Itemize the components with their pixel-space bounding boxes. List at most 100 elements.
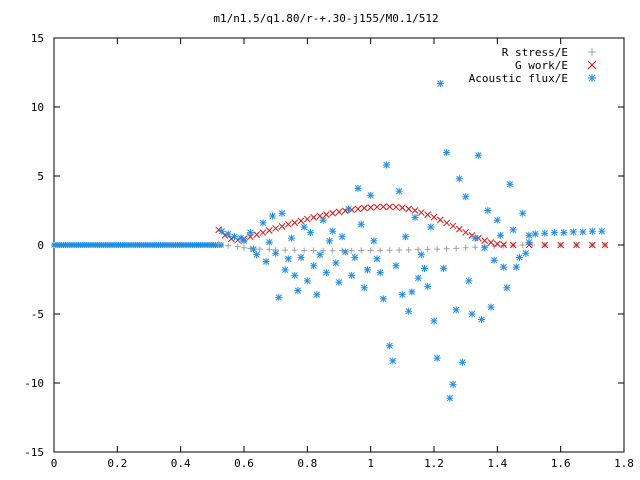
data-point <box>443 149 451 157</box>
data-point <box>579 228 587 236</box>
data-point <box>481 237 489 244</box>
data-point <box>396 247 403 254</box>
legend-label: R stress/E <box>502 46 568 59</box>
data-point <box>354 184 362 192</box>
data-point <box>326 237 333 245</box>
data-point <box>370 237 378 245</box>
data-point <box>322 211 330 218</box>
data-point <box>493 240 501 248</box>
data-point <box>313 291 321 299</box>
data-point <box>500 241 508 249</box>
data-point <box>310 247 317 254</box>
data-point <box>322 269 330 277</box>
data-point <box>386 247 393 254</box>
data-point <box>601 241 609 249</box>
data-point <box>509 226 517 234</box>
legend-label: G work/E <box>515 59 568 72</box>
data-point <box>379 203 387 211</box>
x-tick-label: 1 <box>367 457 374 470</box>
data-point <box>215 240 222 247</box>
data-point <box>386 342 394 350</box>
data-point <box>573 241 580 249</box>
data-point <box>367 204 375 211</box>
data-point <box>358 247 365 254</box>
chart-title: m1/n1.5/q1.80/r-+.30-j155/M0.1/512 <box>213 12 438 25</box>
data-point <box>281 266 289 274</box>
data-point <box>452 306 460 314</box>
data-point <box>231 233 238 241</box>
data-point <box>335 208 343 216</box>
data-point <box>348 247 355 254</box>
data-point <box>360 204 368 212</box>
series-layer <box>51 80 609 402</box>
y-tick-label: 0 <box>37 239 44 252</box>
data-point <box>332 259 340 267</box>
data-point <box>218 227 226 235</box>
data-point <box>269 212 276 220</box>
data-point <box>377 247 384 254</box>
data-point <box>392 262 400 270</box>
data-point <box>598 227 606 235</box>
data-point <box>297 253 305 261</box>
data-point <box>500 263 508 271</box>
data-point <box>490 256 498 264</box>
y-tick-label: 10 <box>31 101 44 114</box>
data-point <box>402 233 409 241</box>
data-point <box>291 247 298 254</box>
data-point <box>417 251 425 259</box>
data-point <box>414 274 422 282</box>
data-point <box>487 303 495 311</box>
data-point <box>367 191 375 199</box>
data-point <box>478 316 485 324</box>
data-point <box>386 203 394 211</box>
data-point <box>408 288 416 296</box>
x-tick-label: 1.4 <box>487 457 507 470</box>
data-point <box>541 241 549 249</box>
y-tick-label: -10 <box>24 377 44 390</box>
data-point <box>294 287 302 295</box>
data-point <box>557 241 565 249</box>
data-point <box>588 227 596 235</box>
data-point <box>275 293 283 301</box>
y-tick-label: 15 <box>31 32 44 45</box>
data-point <box>411 207 419 214</box>
data-point <box>433 354 441 362</box>
data-point <box>329 247 336 254</box>
data-point <box>405 307 413 315</box>
data-point <box>497 231 504 239</box>
data-point <box>383 161 390 169</box>
data-point <box>440 264 447 272</box>
data-point <box>310 262 318 270</box>
data-point <box>493 216 501 224</box>
data-point <box>529 242 536 248</box>
data-point <box>278 209 286 217</box>
data-point <box>531 230 539 238</box>
data-point <box>525 238 533 246</box>
data-point <box>417 209 425 216</box>
data-point <box>421 264 428 272</box>
data-point <box>395 187 403 195</box>
data-point <box>278 223 286 230</box>
data-point <box>392 203 400 211</box>
data-point <box>259 229 267 236</box>
data-point <box>455 225 463 233</box>
legend-marker <box>587 60 597 70</box>
data-point <box>250 245 257 253</box>
data-point <box>398 291 406 299</box>
data-point <box>360 284 368 292</box>
x-tick-label: 0.2 <box>107 457 127 470</box>
data-point <box>224 230 232 238</box>
axes: 0 0.2 0.4 0.6 0.8 1 1.2 1.4 1.6 1.8 15 10 5 0 -5 -10 -15 <box>24 32 634 470</box>
data-point <box>265 227 273 234</box>
data-point <box>446 394 454 402</box>
data-point <box>465 277 473 285</box>
data-point <box>541 229 549 237</box>
data-point <box>284 220 292 228</box>
data-point <box>411 213 419 221</box>
data-point <box>449 380 457 388</box>
data-point <box>266 246 273 253</box>
data-point <box>272 225 280 232</box>
series-acoustic-flux-baseline <box>51 242 225 248</box>
x-tick-label: 1.6 <box>551 457 571 470</box>
